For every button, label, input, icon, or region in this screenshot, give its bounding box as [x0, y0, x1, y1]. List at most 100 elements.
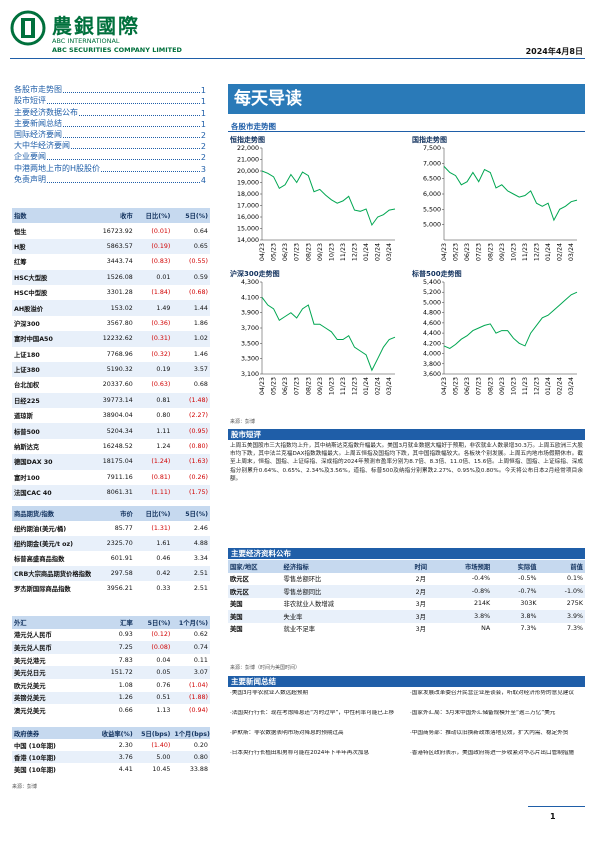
table-cell: 1.13	[156, 706, 171, 714]
table-cell: 中国 (10年期)	[14, 742, 56, 750]
table-cell: 英镑兑美元	[14, 695, 46, 703]
table-cell: 美元兑港元	[14, 657, 46, 665]
toc-leader	[47, 103, 200, 105]
x-tick-label: 03/24	[568, 377, 575, 395]
table-cell: 1.44	[193, 304, 208, 312]
x-tick-label: 12/23	[534, 377, 541, 395]
line-chart: 5,000 5,500 6,000 6,500 7,000 7,500 04/23 05/23…	[423, 145, 578, 261]
toc-page: 1	[200, 86, 206, 96]
table-header: 政府债券 收益率(%) 5日(bps) 1个月(bps)	[12, 727, 210, 739]
x-tick-label: 09/23	[317, 243, 324, 261]
table-cell: 日比(%)	[145, 213, 171, 221]
table-cell: 0.62	[193, 631, 208, 639]
chart-title: 沪深300走势图	[230, 270, 280, 278]
news-item: ·国家发展改革委召开民营企业座谈会，听取对经济形势的意见建议	[410, 690, 574, 696]
table-header: 商品期货/指数 市价 日比(%) 5日(%)	[12, 506, 210, 521]
table-cell: 零售总额环比	[283, 576, 322, 584]
toc-page: 2	[200, 153, 206, 163]
table-cell: 1.24	[156, 443, 171, 451]
toc-row: 主要新闻总结 1	[14, 118, 206, 129]
table-cell: 3.34	[193, 555, 208, 562]
x-tick-label: 08/23	[305, 243, 312, 261]
table-row: 港元兑人民币 0.93 (0.12) 0.62	[12, 629, 210, 642]
table-cell: 1.46	[193, 350, 208, 358]
toc-row: 主要经济数据公布 1	[14, 106, 206, 118]
table-row: 沪深300 3567.80 (0.36) 1.86	[12, 316, 210, 331]
table-cell: 1.49	[156, 304, 171, 312]
x-tick-label: 04/23	[441, 243, 448, 261]
table-cell: (1.84)	[151, 289, 171, 297]
table-row: 欧元兑美元 1.08 0.76 (1.04)	[12, 679, 210, 692]
toc-item: 企业要闻	[14, 152, 46, 162]
table-cell: 日比(%)	[145, 511, 171, 518]
table-row: HSC中型股 3301.28 (1.84) (0.68)	[12, 285, 210, 300]
table-cell: 601.91	[110, 555, 133, 562]
table-row: 标普高盛商品指数 601.91 0.46 3.34	[12, 551, 210, 566]
table-cell: (1.40)	[151, 741, 171, 749]
series-line	[443, 166, 578, 222]
table-cell: 3.9%	[566, 612, 583, 620]
footer-rule	[528, 806, 585, 807]
x-tick-label: 02/24	[557, 377, 564, 395]
x-tick-label: 09/23	[317, 377, 324, 395]
toc-row: 免责声明 4	[14, 174, 206, 185]
table-cell: 收益率(%)	[101, 730, 133, 738]
toc-item: 免责声明	[14, 174, 46, 184]
table-cell: 沪深300	[14, 320, 40, 328]
toc-page: 1	[200, 119, 206, 129]
table-cell: 0.76	[156, 681, 171, 689]
table-cell: 18175.04	[102, 458, 133, 466]
y-tick-label: 5,500	[423, 206, 441, 213]
table-cell: 16723.92	[102, 227, 133, 235]
x-tick-label: 12/23	[534, 243, 541, 261]
index-table: 指数 收市 日比(%) 5日(%) 恒生 16723.92 (0.01) 0.64 H股 5863…	[12, 208, 210, 501]
news-item: ·萨默斯：非农数据表明市场对降息的预期过高	[230, 730, 344, 736]
table-cell: (0.80)	[189, 443, 208, 451]
table-cell: 0.93	[118, 631, 133, 639]
table-cell: 7.25	[118, 643, 133, 651]
x-tick-label: 12/23	[352, 243, 359, 261]
econ-table: 国家/地区 经济指标 时间 市场预期 实际值 前值 欧元区 零售总额环比 2月 -0.4% -0.5…	[228, 560, 585, 635]
table-cell: 失业率	[283, 613, 303, 621]
fx-table: 外汇 汇率 5日(%) 1个月(%) 港元兑人民币 0.93 (0.12) 0.62 美元兑人民…	[12, 616, 210, 717]
toc-row: 企业要闻 2	[14, 151, 206, 162]
table-cell: 3.8%	[474, 612, 491, 620]
y-tick-label: 15,000	[237, 226, 259, 233]
table-cell: 富时100	[14, 474, 40, 482]
company-en: ABC INTERNATIONAL	[52, 37, 120, 45]
table-row: 美国 就业不足率 3月 NA 7.3% 7.3%	[228, 623, 585, 636]
line-chart: 3,100 3,300 3,500 3,700 3,900 4,100 4,300 04/23…	[241, 279, 396, 395]
table-cell: 经济指标	[283, 563, 309, 571]
table-cell: 道琼斯	[14, 413, 33, 421]
company-en: ABC SECURITIES COMPANY LIMITED	[52, 46, 182, 54]
chart-title: 恒指走势图	[230, 136, 265, 144]
table-cell: 日经225	[14, 397, 40, 405]
table-row: 欧元区 零售总额环比 2月 -0.4% -0.5% 0.1%	[228, 573, 585, 586]
table-cell: 0.01	[156, 273, 171, 281]
x-tick-label: 07/23	[476, 243, 483, 261]
toc-item: 主要新闻总结	[14, 118, 62, 128]
y-tick-label: 6,500	[423, 176, 441, 183]
table-cell: (1.31)	[151, 525, 171, 532]
table-cell: 美国	[230, 626, 243, 634]
table-cell: 市场预期	[464, 563, 491, 571]
toc-item: 主要经济数据公布	[14, 107, 78, 117]
table-row: 美元兑日元 151.72 0.05 3.07	[12, 666, 210, 679]
y-tick-label: 3,800	[423, 361, 441, 368]
y-tick-label: 3,500	[241, 340, 259, 347]
table-cell: 214K	[473, 600, 491, 608]
table-cell: 就业不足率	[283, 626, 316, 634]
table-cell: 美元兑日元	[14, 670, 46, 678]
y-tick-label: 21,000	[237, 157, 259, 164]
table-cell: 实际值	[517, 563, 537, 571]
x-tick-label: 05/23	[453, 243, 460, 261]
toc-page: 2	[200, 130, 206, 140]
table-cell: 0.42	[156, 570, 171, 577]
table-cell: 0.11	[193, 656, 208, 664]
table-cell: 0.66	[118, 706, 133, 714]
commentary: 上周五美国股市三大指数均上升，其中纳斯达克指数升幅最大。美国3月就业数据大幅好于…	[230, 443, 583, 482]
table-cell: 1.08	[118, 681, 133, 689]
company-cn: 農銀國際	[52, 14, 140, 38]
table-row: 香港 (10年期) 3.76 5.00 0.80	[12, 751, 210, 763]
y-tick-label: 4,200	[423, 340, 441, 347]
